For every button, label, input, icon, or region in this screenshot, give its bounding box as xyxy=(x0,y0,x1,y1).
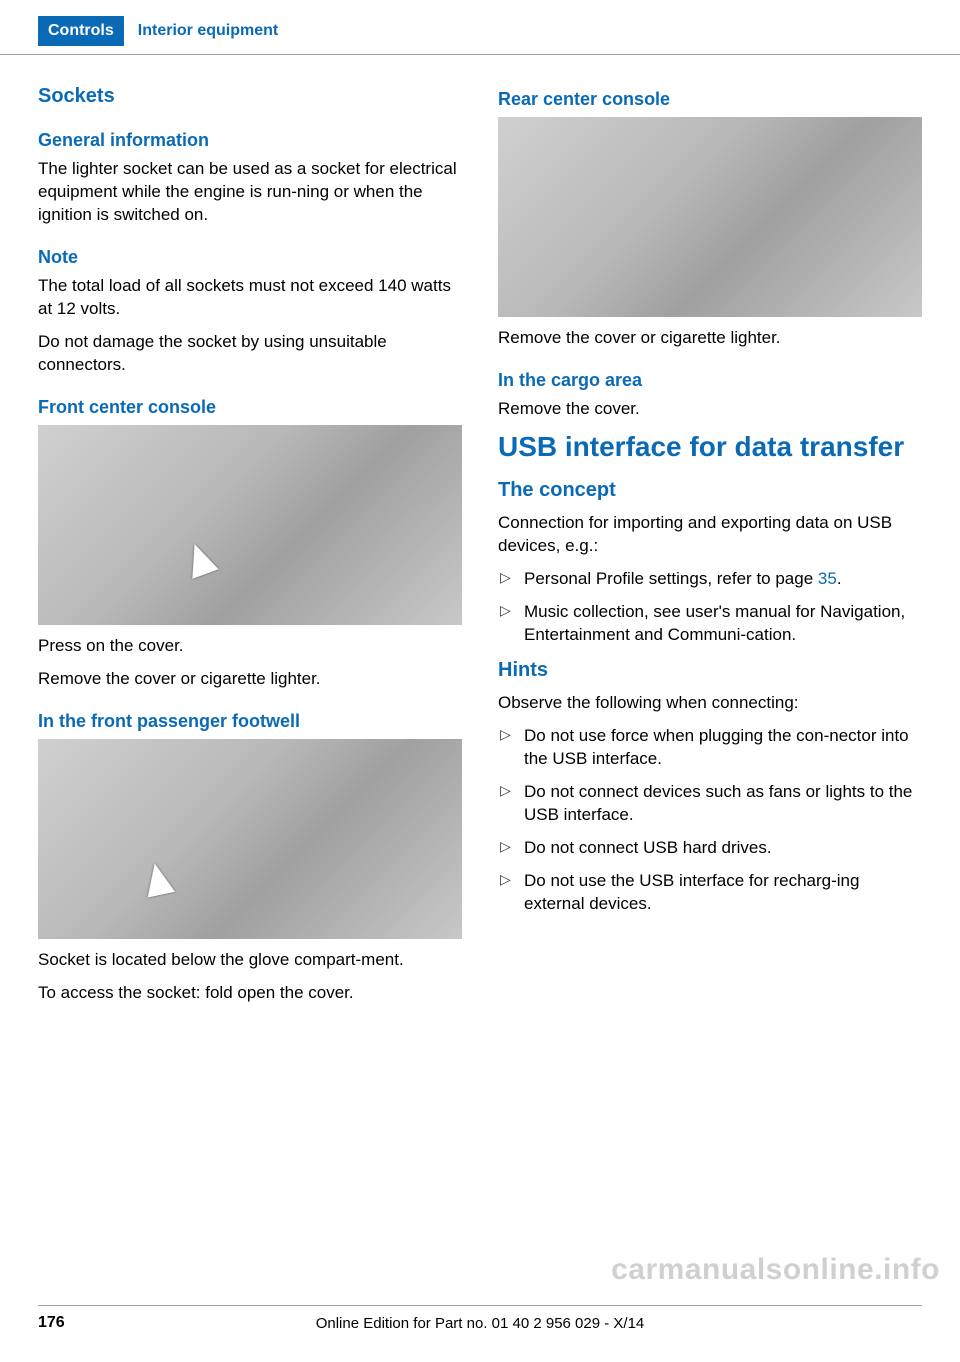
paragraph: Socket is located below the glove compar… xyxy=(38,949,462,972)
list-item: Music collection, see user's manual for … xyxy=(498,601,922,647)
paragraph: Do not damage the socket by using unsuit… xyxy=(38,331,462,377)
list-item: Do not connect USB hard drives. xyxy=(498,837,922,860)
heading-general-information: General information xyxy=(38,128,462,152)
hints-list: Do not use force when plugging the con‐n… xyxy=(498,725,922,916)
list-item-text: Personal Profile settings, refer to page xyxy=(524,569,818,588)
figure-front-center-console xyxy=(38,425,462,625)
paragraph: Observe the following when connecting: xyxy=(498,692,922,715)
arrow-icon xyxy=(141,861,175,898)
heading-usb-interface: USB interface for data transfer xyxy=(498,431,922,463)
heading-note: Note xyxy=(38,245,462,269)
heading-sockets: Sockets xyxy=(38,83,462,110)
list-item-text: Do not use force when plugging the con‐n… xyxy=(524,726,909,768)
list-item-text: Do not connect USB hard drives. xyxy=(524,838,772,857)
paragraph: The lighter socket can be used as a sock… xyxy=(38,158,462,227)
content-columns: Sockets General information The lighter … xyxy=(0,83,960,1016)
header-tab-interior: Interior equipment xyxy=(124,16,292,46)
heading-cargo-area: In the cargo area xyxy=(498,368,922,392)
paragraph: Remove the cover or cigarette lighter. xyxy=(38,668,462,691)
left-column: Sockets General information The lighter … xyxy=(38,83,462,1016)
list-item: Do not use force when plugging the con‐n… xyxy=(498,725,922,771)
list-item: Do not connect devices such as fans or l… xyxy=(498,781,922,827)
list-item: Personal Profile settings, refer to page… xyxy=(498,568,922,591)
paragraph: Remove the cover. xyxy=(498,398,922,421)
list-item-text: . xyxy=(837,569,842,588)
figure-footwell xyxy=(38,739,462,939)
page-link[interactable]: 35 xyxy=(818,569,837,588)
heading-rear-center-console: Rear center console xyxy=(498,87,922,111)
right-column: Rear center console Remove the cover or … xyxy=(498,83,922,1016)
header-tab-controls: Controls xyxy=(38,16,124,46)
paragraph: Connection for importing and exporting d… xyxy=(498,512,922,558)
page-header: Controls Interior equipment xyxy=(0,0,960,55)
footer-edition-text: Online Edition for Part no. 01 40 2 956 … xyxy=(0,1314,960,1334)
paragraph: Press on the cover. xyxy=(38,635,462,658)
paragraph: The total load of all sockets must not e… xyxy=(38,275,462,321)
figure-rear-center-console xyxy=(498,117,922,317)
heading-the-concept: The concept xyxy=(498,477,922,504)
heading-front-passenger-footwell: In the front passenger footwell xyxy=(38,709,462,733)
list-item-text: Do not use the USB interface for recharg… xyxy=(524,871,859,913)
arrow-icon xyxy=(182,539,219,579)
paragraph: Remove the cover or cigarette lighter. xyxy=(498,327,922,350)
list-item-text: Do not connect devices such as fans or l… xyxy=(524,782,912,824)
concept-list: Personal Profile settings, refer to page… xyxy=(498,568,922,647)
heading-hints: Hints xyxy=(498,657,922,684)
list-item-text: Music collection, see user's manual for … xyxy=(524,602,905,644)
paragraph: To access the socket: fold open the cove… xyxy=(38,982,462,1005)
watermark: carmanualsonline.info xyxy=(611,1250,940,1291)
heading-front-center-console: Front center console xyxy=(38,395,462,419)
list-item: Do not use the USB interface for recharg… xyxy=(498,870,922,916)
footer-divider xyxy=(38,1305,922,1306)
